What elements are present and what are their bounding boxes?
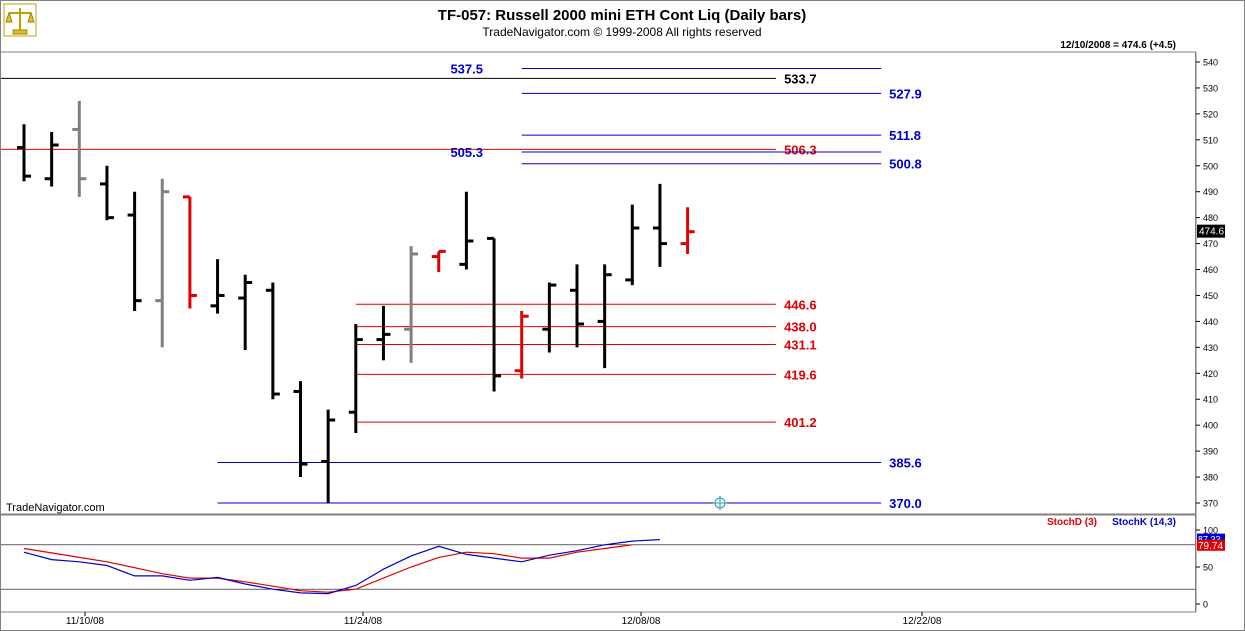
watermark-text: TradeNavigator.com <box>6 502 105 514</box>
ohlc-bar <box>376 305 391 361</box>
y-tick-label: 420 <box>1203 369 1218 379</box>
stoch-y-tick-label: 50 <box>1203 563 1213 573</box>
ohlc-bar <box>155 178 170 348</box>
y-tick-label: 540 <box>1203 58 1218 68</box>
date-x-axis: 11/10/08 11/24/08 12/08/08 12/22/08 <box>66 612 942 627</box>
ohlc-bar <box>404 246 419 363</box>
crosshair-icon[interactable] <box>713 496 727 510</box>
logo-icon <box>3 3 37 37</box>
last-price-label: 474.6 <box>1199 227 1224 238</box>
ohlc-bar <box>487 236 502 392</box>
ohlc-bar <box>182 195 197 309</box>
y-tick-label: 370 <box>1203 499 1218 509</box>
level-label: 537.5 <box>450 61 483 76</box>
ohlc-bar <box>238 274 253 350</box>
level-label: 419.6 <box>784 367 817 382</box>
ohlc-bar <box>514 311 529 379</box>
level-label: 438.0 <box>784 320 817 335</box>
stoch-y-tick-label: 100 <box>1203 526 1218 536</box>
y-tick-label: 430 <box>1203 343 1218 353</box>
last-price-marker: 474.6 <box>1197 224 1225 238</box>
stoch-k-line <box>23 539 660 595</box>
x-tick-label: 12/22/08 <box>903 616 942 627</box>
level-label: 385.6 <box>889 456 922 471</box>
stoch-k-legend: StochK (14,3) <box>1112 517 1176 528</box>
ohlc-bars <box>17 100 695 503</box>
y-tick-label: 380 <box>1203 473 1218 483</box>
ohlc-bar <box>17 124 31 182</box>
level-label: 505.3 <box>450 145 483 160</box>
ohlc-bar <box>597 264 612 369</box>
chart-title: TF-057: Russell 2000 mini ETH Cont Liq (… <box>438 7 806 24</box>
last-price-box <box>1197 224 1225 238</box>
ohlc-bar <box>44 132 59 187</box>
y-tick-label: 460 <box>1203 265 1218 275</box>
y-tick-label: 480 <box>1203 213 1218 223</box>
level-label: 511.8 <box>889 128 921 143</box>
ohlc-bar <box>293 381 308 478</box>
ohlc-bar <box>265 282 280 400</box>
level-label: 533.7 <box>784 71 817 86</box>
x-tick-label: 11/24/08 <box>344 616 383 627</box>
price-y-axis: 370 380 390 400 410 420 430 440 450 460 470 480 490 5… <box>1196 58 1218 509</box>
ohlc-bar <box>72 100 87 197</box>
stoch-legend: StochD (3) StochK (14,3) <box>1047 517 1176 528</box>
stoch-d-value: 79.74 <box>1198 541 1223 552</box>
level-label: 527.9 <box>889 86 922 101</box>
ohlc-bar <box>99 165 114 221</box>
ohlc-bar <box>625 204 640 286</box>
price-levels: 537.5 533.7 527.9 511.8 506.3 505.3 500.8 446.6… <box>1 61 922 511</box>
level-label: 506.3 <box>784 142 817 157</box>
stoch-y-tick-label: 0 <box>1203 600 1208 610</box>
ohlc-bar <box>542 282 557 353</box>
y-tick-label: 490 <box>1203 187 1218 197</box>
level-label: 370.0 <box>889 496 922 511</box>
y-tick-label: 500 <box>1203 161 1218 171</box>
stoch-k-value-box <box>1197 533 1225 545</box>
stoch-panel <box>0 514 1196 613</box>
x-tick-label: 12/08/08 <box>622 616 661 627</box>
y-tick-label: 390 <box>1203 447 1218 457</box>
x-tick-label: 11/10/08 <box>66 616 105 627</box>
ohlc-bar <box>680 207 695 254</box>
y-tick-label: 510 <box>1203 135 1218 145</box>
y-tick-label: 440 <box>1203 317 1218 327</box>
stoch-k-value: 87.33 <box>1198 535 1221 545</box>
stoch-d-line <box>23 544 633 593</box>
level-label: 446.6 <box>784 297 817 312</box>
y-tick-label: 530 <box>1203 83 1218 93</box>
ohlc-bar <box>459 191 474 270</box>
stoch-d-value-box <box>1197 539 1225 551</box>
ohlc-bar <box>210 259 225 314</box>
ohlc-bar <box>652 183 667 267</box>
copyright-text: TradeNavigator.com © 1999-2008 All right… <box>482 25 761 39</box>
y-tick-label: 520 <box>1203 109 1218 119</box>
y-tick-label: 400 <box>1203 421 1218 431</box>
level-label: 401.2 <box>784 415 817 430</box>
ohlc-bar <box>570 264 584 348</box>
ohlc-bar <box>348 324 363 433</box>
price-panel <box>0 51 1196 515</box>
ohlc-bar <box>321 409 336 503</box>
stoch-d-legend: StochD (3) <box>1047 517 1097 528</box>
ohlc-bar <box>431 249 446 273</box>
y-tick-label: 450 <box>1203 291 1218 301</box>
ohlc-bar <box>127 191 142 312</box>
y-tick-label: 470 <box>1203 239 1218 249</box>
y-tick-label: 410 <box>1203 395 1218 405</box>
level-label: 500.8 <box>889 157 922 172</box>
last-quote-text: 12/10/2008 = 474.6 (+4.5) <box>1060 40 1176 51</box>
stochastic-oscillator <box>1 539 1195 595</box>
level-label: 431.1 <box>784 337 817 352</box>
